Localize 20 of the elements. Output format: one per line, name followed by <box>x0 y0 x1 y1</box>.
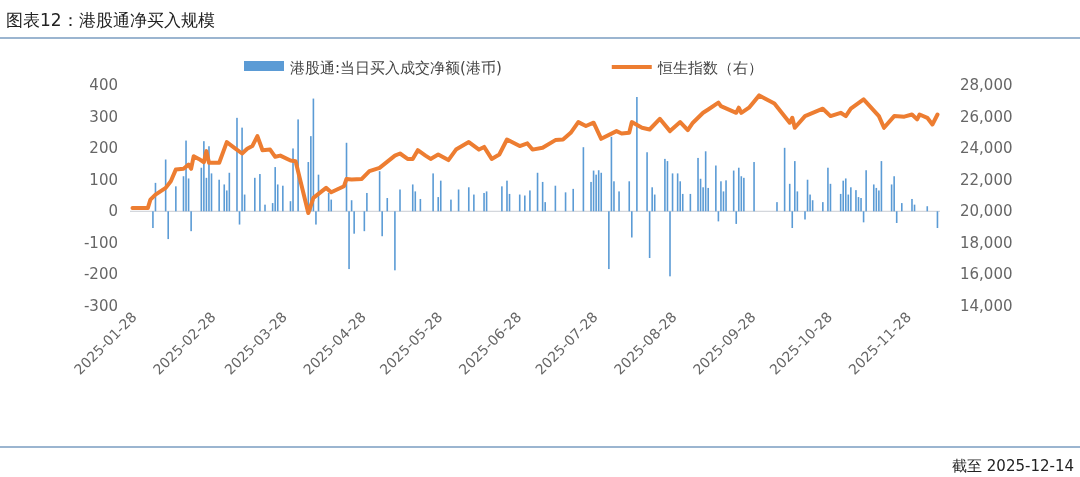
y2-tick-label: 22,000 <box>960 170 1013 189</box>
y2-tick-label: 26,000 <box>960 107 1013 126</box>
y-tick-label: 300 <box>89 107 118 126</box>
y2-tick-label: 14,000 <box>960 297 1013 315</box>
y2-tick-label: 18,000 <box>960 233 1013 252</box>
y-tick-label: 200 <box>89 139 118 158</box>
annotation: 截至 2025-12-14 <box>952 457 1074 475</box>
y2-tick-label: 24,000 <box>960 139 1013 158</box>
y2-tick-label: 16,000 <box>960 265 1013 284</box>
y-tick-label: -100 <box>83 233 118 252</box>
y-tick-label: -300 <box>83 297 118 315</box>
y2-tick-label: 28,000 <box>960 76 1013 94</box>
legend-label: 恒生指数（右） <box>656 59 763 77</box>
legend-label: 港股通:当日买入成交净额(港币) <box>290 59 502 77</box>
y2-tick-label: 20,000 <box>960 202 1013 221</box>
y-tick-label: 100 <box>89 170 118 189</box>
y-tick-label: 400 <box>89 76 118 94</box>
title: 图表12：港股通净买入规模 <box>6 10 215 30</box>
y-tick-label: 0 <box>108 202 118 221</box>
y-tick-label: -200 <box>83 265 118 284</box>
